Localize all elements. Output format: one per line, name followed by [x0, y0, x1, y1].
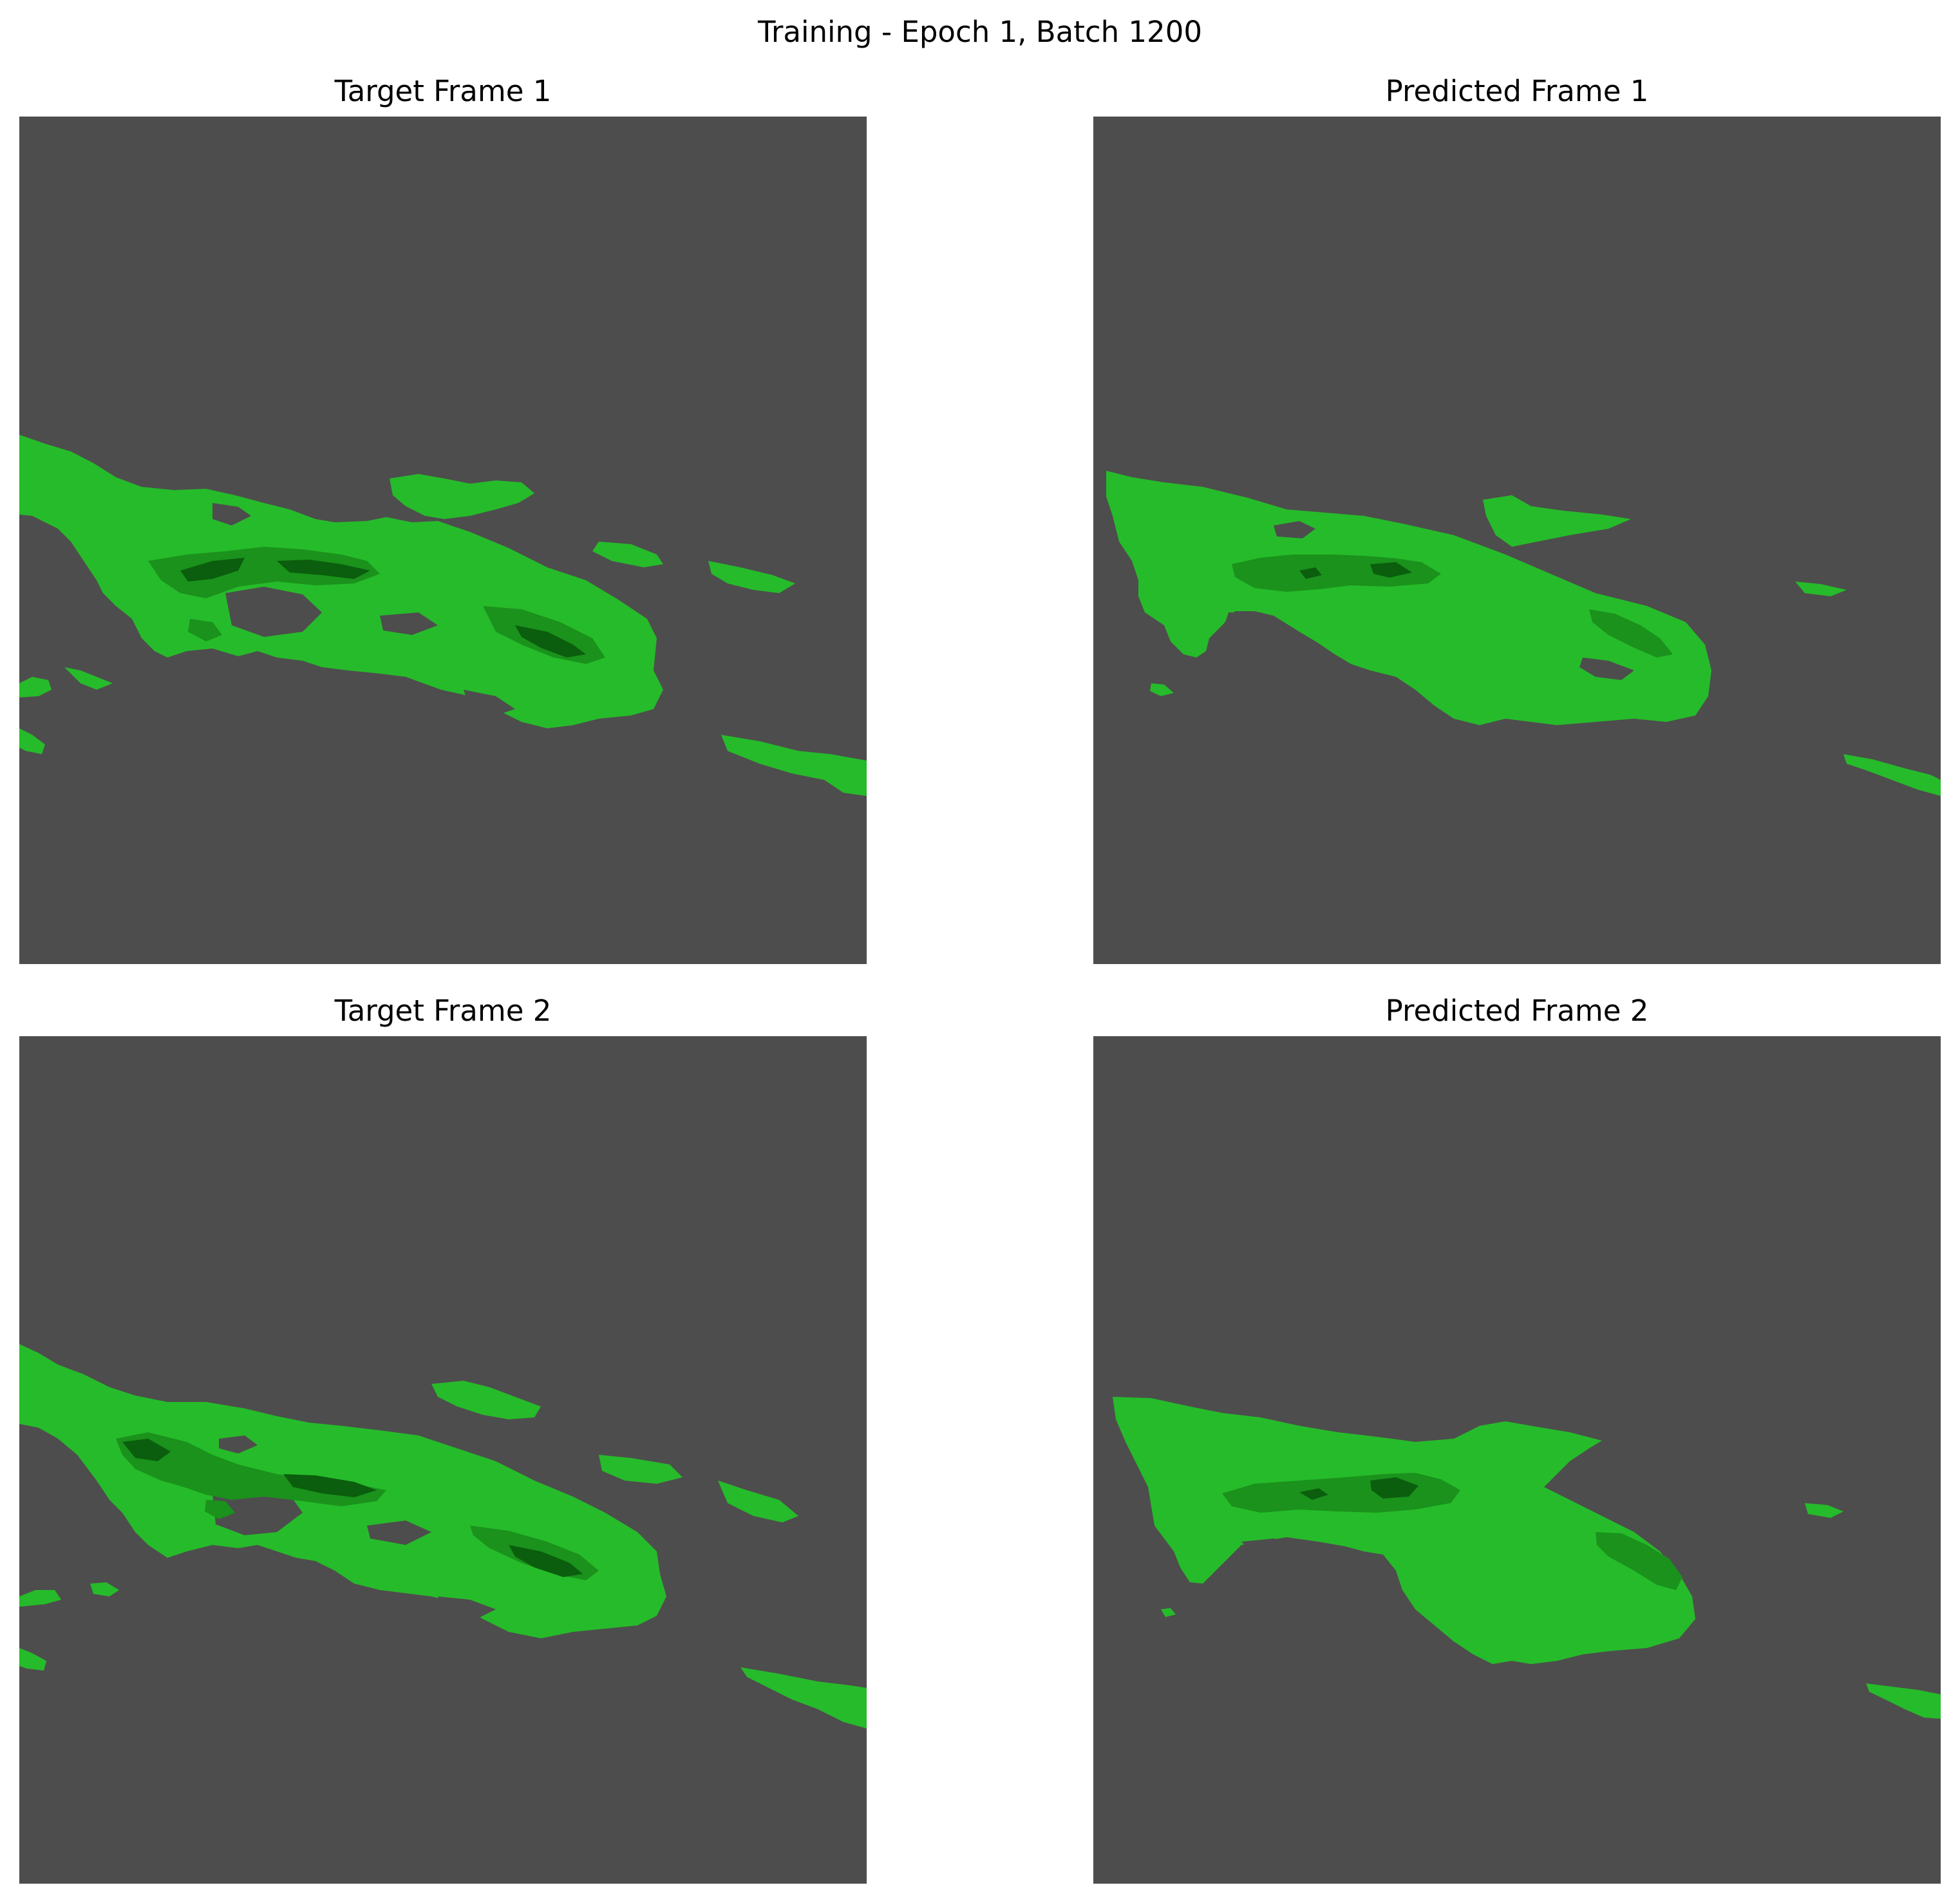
target-frame-2-svg	[19, 1036, 867, 1884]
predicted-frame-1-image	[1093, 117, 1941, 964]
panel-title-target-frame-2: Target Frame 2	[334, 994, 552, 1028]
predicted-frame-2-svg	[1093, 1036, 1941, 1884]
precip-region	[1106, 471, 1711, 725]
panel-title-predicted-frame-1: Predicted Frame 1	[1385, 74, 1649, 108]
predicted-frame-2-image	[1093, 1036, 1941, 1884]
figure-title: Training - Epoch 1, Batch 1200	[758, 15, 1202, 49]
target-frame-1-image	[19, 117, 867, 964]
precip-region	[1113, 1397, 1695, 1664]
target-frame-1-svg	[19, 117, 867, 964]
panel-title-target-frame-1: Target Frame 1	[334, 74, 552, 108]
panel-title-predicted-frame-2: Predicted Frame 2	[1385, 994, 1649, 1028]
predicted-frame-1-svg	[1093, 117, 1941, 964]
target-frame-2-image	[19, 1036, 867, 1884]
